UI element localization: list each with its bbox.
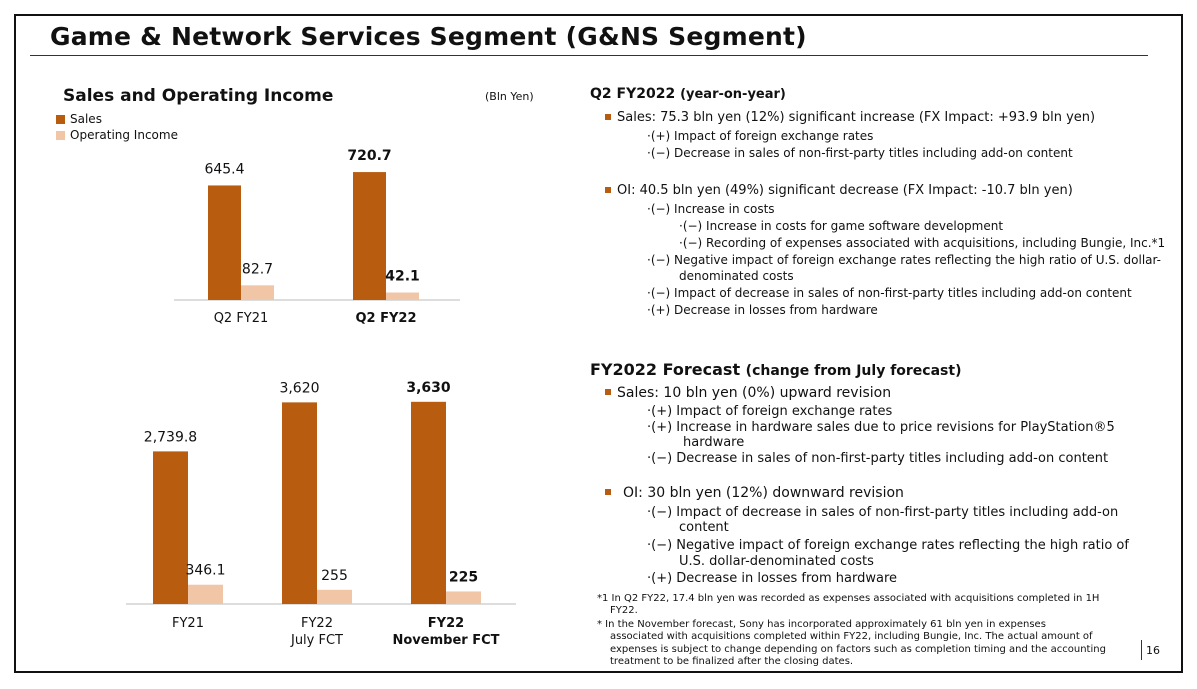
bar-sales <box>353 172 386 300</box>
bullet-icon <box>605 186 611 193</box>
data-label: 82.7 <box>242 261 273 277</box>
bar-operating-income <box>317 589 352 604</box>
q2-oi-item: denominated costs <box>679 269 794 283</box>
page-number: 16 <box>1146 644 1160 657</box>
category-label: Q2 FY22 <box>355 311 416 326</box>
legend-oi-label: Operating Income <box>70 128 178 142</box>
bar-operating-income <box>188 584 223 604</box>
page-number-divider <box>1141 640 1142 660</box>
category-label: November FCT <box>393 633 500 648</box>
q2-sales-line: Sales: 75.3 bln yen (12%) significant in… <box>605 110 1095 125</box>
fcst-oi-item: ·(−) Negative impact of foreign exchange… <box>647 538 1129 553</box>
fcst-oi-text: OI: 30 bln yen (12%) downward revision <box>623 485 904 501</box>
quarterly-chart: 645.4 82.7 Q2 FY21 720.7 42.1 Q2 FY22 <box>174 148 460 326</box>
q2-heading-title: Q2 FY2022 <box>590 86 676 102</box>
bar-operating-income <box>241 285 274 300</box>
q2-oi-item: ·(+) Decrease in losses from hardware <box>647 303 878 317</box>
fcst-sales-text: Sales: 10 bln yen (0%) upward revision <box>617 385 892 401</box>
bar-sales <box>208 185 241 300</box>
fcst-oi-line: OI: 30 bln yen (12%) downward revision <box>605 485 904 501</box>
q2-oi-item: ·(−) Increase in costs <box>647 202 775 216</box>
legend-oi: Operating Income <box>56 128 178 142</box>
forecast-heading-sub: (change from July forecast) <box>745 363 962 379</box>
footnote-line: * In the November forecast, Sony has inc… <box>597 619 1046 630</box>
footnote-line: associated with acquisitions completed w… <box>610 631 1093 642</box>
legend-sales-swatch <box>56 114 65 124</box>
q2-oi-item: ·(−) Negative impact of foreign exchange… <box>647 253 1162 267</box>
fcst-sales-item: ·(+) Increase in hardware sales due to p… <box>647 420 1115 435</box>
category-label: FY22 <box>301 616 333 631</box>
fcst-oi-item: ·(+) Decrease in losses from hardware <box>647 571 897 586</box>
title-divider <box>30 55 1148 56</box>
annual-chart: 2,739.8 346.1 FY21 3,620 255 FY22 July FCT 3,63… <box>126 380 516 648</box>
q2-sales-item: ·(−) Decrease in sales of non-first-part… <box>647 146 1073 160</box>
bullet-icon <box>605 489 611 495</box>
category-label: July FCT <box>290 633 343 648</box>
footnote-line: FY22. <box>610 605 638 616</box>
q2-oi-item: ·(−) Impact of decrease in sales of non-… <box>647 286 1132 300</box>
data-label: 2,739.8 <box>144 429 197 445</box>
bar-sales <box>153 451 188 604</box>
category-label: FY21 <box>172 616 204 631</box>
category-label: FY22 <box>428 616 464 631</box>
legend-sales-label: Sales <box>70 112 102 126</box>
slide-title: Game & Network Services Segment (G&NS Se… <box>50 22 807 51</box>
fcst-oi-item: content <box>679 520 729 535</box>
bullet-icon <box>605 389 611 395</box>
q2-sales-item: ·(+) Impact of foreign exchange rates <box>647 129 874 143</box>
slide-frame <box>14 14 1183 673</box>
data-label: 346.1 <box>185 563 225 579</box>
forecast-heading: FY2022 Forecast (change from July foreca… <box>590 360 961 379</box>
bar-operating-income <box>446 591 481 604</box>
data-label: 3,620 <box>279 380 319 396</box>
footnote-line: treatment to be finalized after the clos… <box>610 656 854 667</box>
bullet-icon <box>605 113 611 120</box>
q2-oi-line: OI: 40.5 bln yen (49%) significant decre… <box>605 183 1073 198</box>
legend-oi-swatch <box>56 130 65 140</box>
q2-oi-text: OI: 40.5 bln yen (49%) significant decre… <box>617 183 1073 198</box>
q2-oi-item: ·(−) Recording of expenses associated wi… <box>679 236 1166 250</box>
footnote-line: *1 In Q2 FY22, 17.4 bln yen was recorded… <box>597 593 1100 604</box>
fcst-sales-item: hardware <box>683 435 745 450</box>
data-label: 3,630 <box>406 380 451 396</box>
bar-sales <box>282 402 317 604</box>
category-label: Q2 FY21 <box>214 311 269 326</box>
bar-operating-income <box>386 292 419 300</box>
data-label: 720.7 <box>347 148 391 164</box>
fcst-sales-item: ·(+) Impact of foreign exchange rates <box>647 404 893 419</box>
fcst-oi-item: U.S. dollar-denominated costs <box>679 554 874 569</box>
forecast-heading-title: FY2022 Forecast <box>590 360 741 379</box>
chart-section-heading: Sales and Operating Income <box>63 86 334 106</box>
q2-heading-sub: (year-on-year) <box>680 87 786 102</box>
legend-sales: Sales <box>56 112 102 126</box>
fcst-sales-line: Sales: 10 bln yen (0%) upward revision <box>605 385 891 401</box>
data-label: 255 <box>321 568 348 584</box>
fcst-oi-item: ·(−) Impact of decrease in sales of non-… <box>647 505 1119 520</box>
data-label: 645.4 <box>204 161 244 177</box>
unit-label: (Bln Yen) <box>485 90 534 103</box>
data-label: 42.1 <box>385 269 420 285</box>
q2-heading: Q2 FY2022 (year-on-year) <box>590 86 786 102</box>
footnote-line: expenses is subject to change depending … <box>610 644 1106 655</box>
fcst-sales-item: ·(−) Decrease in sales of non-first-part… <box>647 451 1109 466</box>
data-label: 225 <box>449 569 478 585</box>
bar-sales <box>411 401 446 604</box>
q2-sales-text: Sales: 75.3 bln yen (12%) significant in… <box>617 110 1096 125</box>
q2-oi-item: ·(−) Increase in costs for game software… <box>679 219 1004 233</box>
